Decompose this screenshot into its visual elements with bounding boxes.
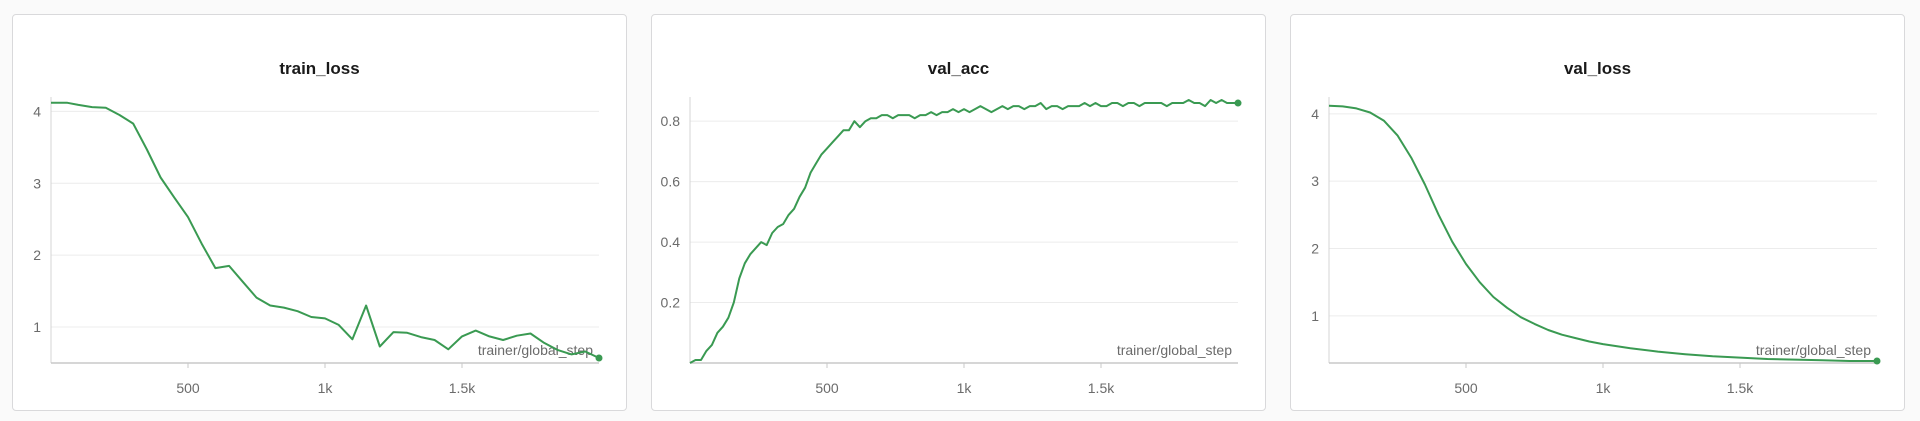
y-tick-label: 2 xyxy=(33,247,41,263)
chart-panel-val-acc: val_acc 0.2 0.4 0.6 0.8 500 1k 1.5k trainer/glo… xyxy=(651,14,1266,411)
x-tick-label: 1k xyxy=(1596,380,1612,396)
x-tick-label: 1.5k xyxy=(449,380,476,396)
y-tick-label: 2 xyxy=(1311,241,1319,257)
y-tick-label: 4 xyxy=(33,103,41,119)
y-tick-label: 0.8 xyxy=(661,113,681,129)
series-line xyxy=(689,99,1238,364)
y-tick-label: 4 xyxy=(1311,106,1319,122)
y-tick-label: 0.6 xyxy=(661,174,681,190)
series-endpoint-marker xyxy=(1234,99,1242,107)
x-tick-label: 1.5k xyxy=(1727,380,1754,396)
x-tick-label: 1k xyxy=(957,380,973,396)
chart-panel-val-loss: val_loss 1 2 3 4 500 1k 1.5k trainer/global_ste… xyxy=(1290,14,1905,411)
y-tick-label: 1 xyxy=(33,319,41,335)
chart-svg: 0.2 0.4 0.6 0.8 500 1k 1.5k trainer/global_step xyxy=(661,97,1242,396)
y-tick-label: 1 xyxy=(1311,308,1319,324)
x-tick-label: 500 xyxy=(815,380,839,396)
chart-svg: 1 2 3 4 500 1k 1.5k trainer/global_step xyxy=(1311,97,1881,396)
y-tick-label: 3 xyxy=(1311,173,1319,189)
x-tick-label: 500 xyxy=(176,380,200,396)
series-line xyxy=(1328,104,1877,362)
chart-title: train_loss xyxy=(279,59,360,78)
y-tick-label: 0.2 xyxy=(661,295,681,311)
series-line xyxy=(51,101,600,359)
series-endpoint-marker xyxy=(1873,357,1881,365)
y-tick-label: 0.4 xyxy=(661,234,681,250)
x-axis-label: trainer/global_step xyxy=(1756,342,1871,358)
chart-title: val_acc xyxy=(927,59,990,78)
series-endpoint-marker xyxy=(595,354,603,362)
x-tick-label: 500 xyxy=(1454,380,1478,396)
chart-svg: 1 2 3 4 500 1k 1.5k trainer/global_step xyxy=(33,97,603,396)
x-tick-label: 1.5k xyxy=(1088,380,1115,396)
chart-title: val_loss xyxy=(1563,59,1632,78)
chart-panel-train-loss: train_loss 1 2 3 4 500 1k 1.5k trainer/global_s… xyxy=(12,14,627,411)
x-axis-label: trainer/global_step xyxy=(478,342,593,358)
x-axis-label: trainer/global_step xyxy=(1117,342,1232,358)
y-tick-label: 3 xyxy=(33,175,41,191)
x-tick-label: 1k xyxy=(318,380,334,396)
